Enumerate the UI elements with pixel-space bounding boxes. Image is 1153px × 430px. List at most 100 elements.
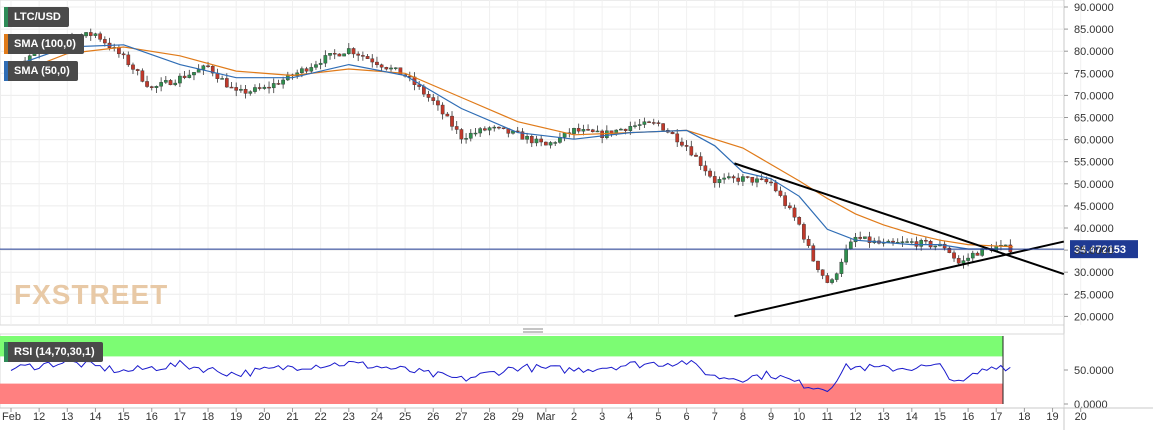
candle — [389, 64, 393, 72]
candle-body — [586, 129, 590, 131]
candle-body — [689, 146, 694, 156]
candle — [553, 141, 558, 146]
candle — [192, 72, 196, 81]
candle-body — [98, 33, 102, 40]
candle — [684, 140, 689, 152]
x-tick-label: 16 — [146, 411, 158, 423]
candle — [806, 235, 811, 248]
candle — [961, 255, 966, 269]
candle — [816, 260, 820, 273]
candle-body — [126, 54, 131, 66]
series-layer: 34.472153 — [0, 28, 1138, 393]
candle — [253, 84, 257, 94]
candle — [346, 43, 351, 55]
candle-body — [867, 236, 872, 243]
candle-body — [684, 145, 689, 147]
candle-body — [229, 86, 234, 89]
x-tick-label: 18 — [202, 411, 214, 423]
candle-body — [417, 84, 422, 87]
candle — [351, 47, 356, 58]
candle-body — [947, 247, 952, 253]
candle-body — [529, 136, 534, 144]
candle — [459, 128, 464, 144]
candle — [783, 192, 787, 209]
candle-body — [163, 80, 168, 83]
price-axis[interactable]: 90.0000 85.0000 80.0000 75.0000 70.0000 65.00… — [1064, 2, 1114, 323]
pane-resize-handle[interactable] — [523, 328, 543, 333]
y-tick-label: 70.0000 — [1074, 90, 1114, 102]
candle-body — [816, 260, 820, 270]
candle — [975, 251, 980, 256]
candle — [93, 32, 98, 38]
candle — [956, 255, 961, 266]
last-price-badge[interactable]: 34.472153 — [1070, 240, 1138, 259]
x-tick-label: 24 — [371, 411, 383, 423]
y-tick-label: 75.0000 — [1074, 68, 1114, 80]
candle — [891, 238, 895, 246]
candle — [694, 152, 698, 157]
candle — [797, 216, 802, 226]
rsi-axis[interactable]: 50.0000 0.0000 — [1064, 365, 1114, 411]
legend-sma-100-label: SMA (100,0) — [14, 38, 76, 50]
candle — [323, 50, 328, 68]
candle-body — [909, 241, 914, 243]
last-price-badge-bg — [1070, 240, 1138, 259]
candle — [698, 152, 703, 170]
candle — [163, 76, 168, 84]
candle-body — [384, 67, 389, 70]
y-tick-label: 45.0000 — [1074, 201, 1114, 213]
x-tick-label: 21 — [286, 411, 298, 423]
candle — [924, 237, 928, 245]
candle-body — [196, 69, 201, 73]
candle — [830, 278, 834, 285]
candle — [210, 65, 215, 77]
legend-sma-50[interactable]: SMA (50,0) — [4, 61, 78, 81]
x-tick-label: Mar — [536, 411, 555, 423]
x-tick-label: 15 — [117, 411, 129, 423]
candle-body — [140, 70, 145, 82]
candle-body — [647, 121, 651, 123]
candle — [544, 141, 548, 146]
x-tick-label: 20 — [1075, 411, 1087, 423]
candle — [750, 176, 755, 186]
x-tick-label: 27 — [455, 411, 467, 423]
candle-body — [844, 248, 848, 263]
y-tick-label: 55.0000 — [1074, 157, 1114, 169]
x-tick-label: 13 — [61, 411, 73, 423]
candle — [243, 85, 248, 99]
candle-body — [670, 131, 675, 135]
y-tick-label: 85.0000 — [1074, 24, 1114, 36]
candle-body — [717, 179, 722, 183]
candle-body — [262, 86, 267, 89]
candle-body — [454, 126, 459, 130]
candle-body — [891, 240, 895, 243]
y-tick-label: 30.0000 — [1074, 267, 1114, 279]
candle-body — [497, 126, 501, 129]
candle-body — [370, 58, 375, 63]
x-tick-label: 9 — [768, 411, 774, 423]
time-axis[interactable]: Feb 12 13 14 15 16 17 18 19 20 21 22 23 24 25 26 27 28 29 M… — [0, 407, 1153, 423]
candle-body — [759, 178, 764, 180]
candle — [328, 53, 332, 60]
candle-body — [539, 138, 544, 143]
legend-rsi[interactable]: RSI (14,70,30,1) — [4, 342, 103, 362]
legend-sma-50-label: SMA (50,0) — [14, 65, 70, 77]
candle — [126, 51, 131, 67]
x-tick-label: 28 — [483, 411, 495, 423]
candle-body — [525, 136, 529, 140]
x-tick-label: 17 — [990, 411, 1002, 423]
candle-body — [764, 178, 769, 183]
legend-sma-100[interactable]: SMA (100,0) — [4, 34, 84, 54]
candle-body — [379, 64, 384, 68]
candle-body — [149, 86, 154, 88]
candle — [248, 90, 253, 96]
candle — [647, 120, 651, 123]
x-tick-label: 22 — [315, 411, 327, 423]
candle — [520, 128, 525, 140]
candle-body — [426, 93, 431, 98]
candle-body — [492, 126, 497, 129]
symbol-text: LTC/USD — [14, 11, 61, 23]
candle-body — [736, 177, 741, 182]
candle — [145, 75, 149, 88]
